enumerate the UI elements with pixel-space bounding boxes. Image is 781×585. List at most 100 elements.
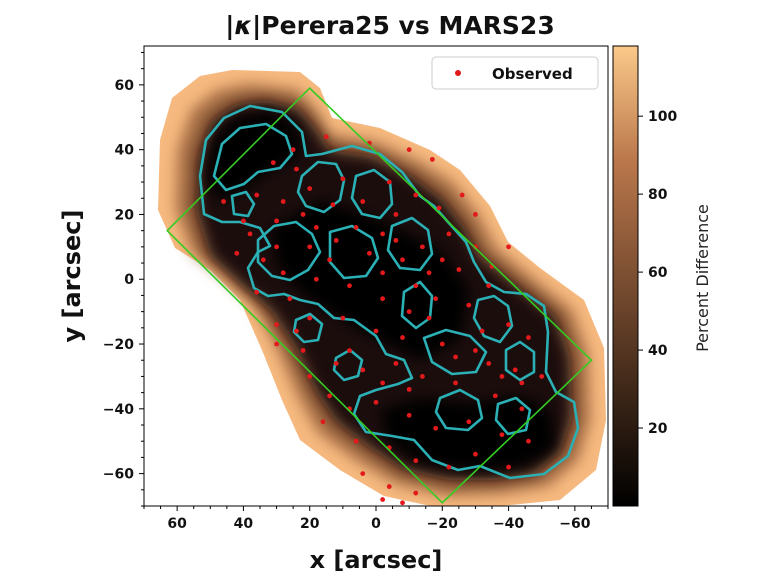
y-axis-label: y [arcsec] [58, 210, 86, 343]
colorbar-tick-label-4: 100 [648, 109, 677, 125]
y-tick-label-4: −20 [103, 337, 134, 353]
y-tick-label-3: 0 [124, 272, 134, 288]
y-tick-label-0: 60 [115, 78, 135, 94]
legend: Observed [431, 56, 599, 90]
observed-point-22 [333, 237, 339, 243]
observed-point-43 [307, 315, 313, 321]
y-tick-label-1: 40 [115, 143, 135, 159]
observed-point-97 [313, 225, 319, 230]
observed-point-83 [453, 354, 458, 360]
contour-north-inner [212, 122, 294, 192]
colorbar-tick-label-2: 60 [648, 265, 668, 281]
observed-point-40 [512, 367, 518, 373]
observed-point-5 [290, 147, 296, 153]
colorbar-ticks: 20 40 60 80 100 [638, 109, 677, 437]
observed-point-73 [506, 464, 511, 470]
observed-point-31 [313, 276, 319, 282]
observed-point-98 [247, 231, 253, 237]
observed-point-81 [426, 315, 432, 321]
plot-area [144, 46, 608, 506]
contour-c [256, 220, 322, 282]
observed-point-74 [360, 471, 366, 477]
x-axis-ticks: 60 40 20 0 −20 −40 −60 [143, 506, 609, 532]
contour-lines [198, 104, 580, 480]
observed-point-33 [380, 296, 386, 302]
observed-point-89 [280, 270, 286, 276]
heatmap-deep [206, 112, 300, 200]
observed-point-66 [526, 438, 531, 444]
y-tick-label-5: −40 [103, 402, 134, 418]
observed-point-38 [526, 335, 531, 340]
observed-point-79 [274, 322, 279, 327]
colorbar-tick-label-0: 20 [648, 421, 668, 437]
footprint-polygon [166, 86, 593, 504]
observed-point-96 [380, 231, 386, 237]
observed-point-99 [234, 250, 240, 256]
y-tick-label-2: 20 [115, 207, 135, 223]
x-tick-label-6: −60 [559, 516, 590, 532]
observed-point-35 [433, 296, 439, 302]
observed-point-32 [347, 283, 352, 289]
observed-point-4 [429, 156, 435, 162]
observed-point-84 [380, 380, 386, 386]
x-axis-label: x [arcsec] [310, 546, 443, 574]
observed-points [221, 134, 545, 506]
observed-point-49 [499, 374, 505, 379]
observed-point-106 [519, 380, 525, 386]
contour-j [434, 388, 484, 432]
x-tick-label-5: −40 [493, 516, 524, 532]
observed-point-65 [499, 432, 505, 438]
observed-point-19 [436, 205, 442, 211]
observed-point-23 [366, 250, 372, 256]
observed-point-14 [300, 212, 306, 217]
observed-point-101 [459, 192, 465, 198]
observed-point-87 [380, 270, 386, 276]
observed-point-8 [406, 147, 412, 153]
observed-point-44 [340, 315, 346, 321]
observed-point-103 [406, 386, 412, 392]
contour-outer [198, 104, 580, 480]
contour-h [472, 294, 514, 344]
observed-point-42 [287, 296, 293, 302]
observed-point-53 [360, 367, 366, 373]
observed-point-77 [380, 497, 386, 502]
observed-point-10 [254, 192, 260, 198]
observed-point-39 [539, 374, 545, 379]
observed-point-100 [280, 199, 286, 204]
observed-point-11 [221, 199, 226, 204]
observed-point-67 [320, 419, 326, 425]
observed-point-34 [406, 309, 412, 315]
observed-point-71 [446, 464, 452, 470]
observed-point-50 [274, 341, 279, 347]
observed-point-1 [294, 166, 299, 172]
contour-k [494, 396, 532, 436]
observed-point-85 [347, 348, 352, 353]
x-tick-label-4: −20 [427, 516, 458, 532]
observed-point-93 [506, 244, 511, 250]
heatmap-deep-center [270, 200, 470, 360]
contour-m [292, 312, 324, 344]
observed-point-86 [426, 270, 432, 276]
observed-point-82 [479, 328, 485, 334]
y-tick-label-6: −60 [103, 467, 134, 483]
observed-point-48 [473, 348, 478, 353]
colorbar-label: Percent Difference [693, 204, 712, 352]
observed-point-63 [433, 425, 439, 431]
observed-point-58 [519, 406, 525, 412]
observed-point-30 [413, 283, 419, 289]
observed-point-57 [492, 393, 498, 399]
observed-point-25 [420, 244, 425, 250]
observed-point-94 [486, 283, 492, 289]
colorbar: 20 40 60 80 100 Percent Difference [612, 45, 712, 507]
contour-a [296, 160, 346, 214]
observed-point-61 [373, 399, 379, 405]
observed-point-2 [340, 176, 346, 182]
observed-point-76 [413, 490, 419, 496]
x-tick-label-1: 40 [234, 516, 254, 532]
observed-point-70 [413, 458, 419, 464]
observed-point-52 [333, 361, 339, 366]
observed-point-16 [360, 199, 366, 204]
x-tick-label-3: 0 [371, 516, 381, 532]
contour-b [350, 168, 394, 220]
